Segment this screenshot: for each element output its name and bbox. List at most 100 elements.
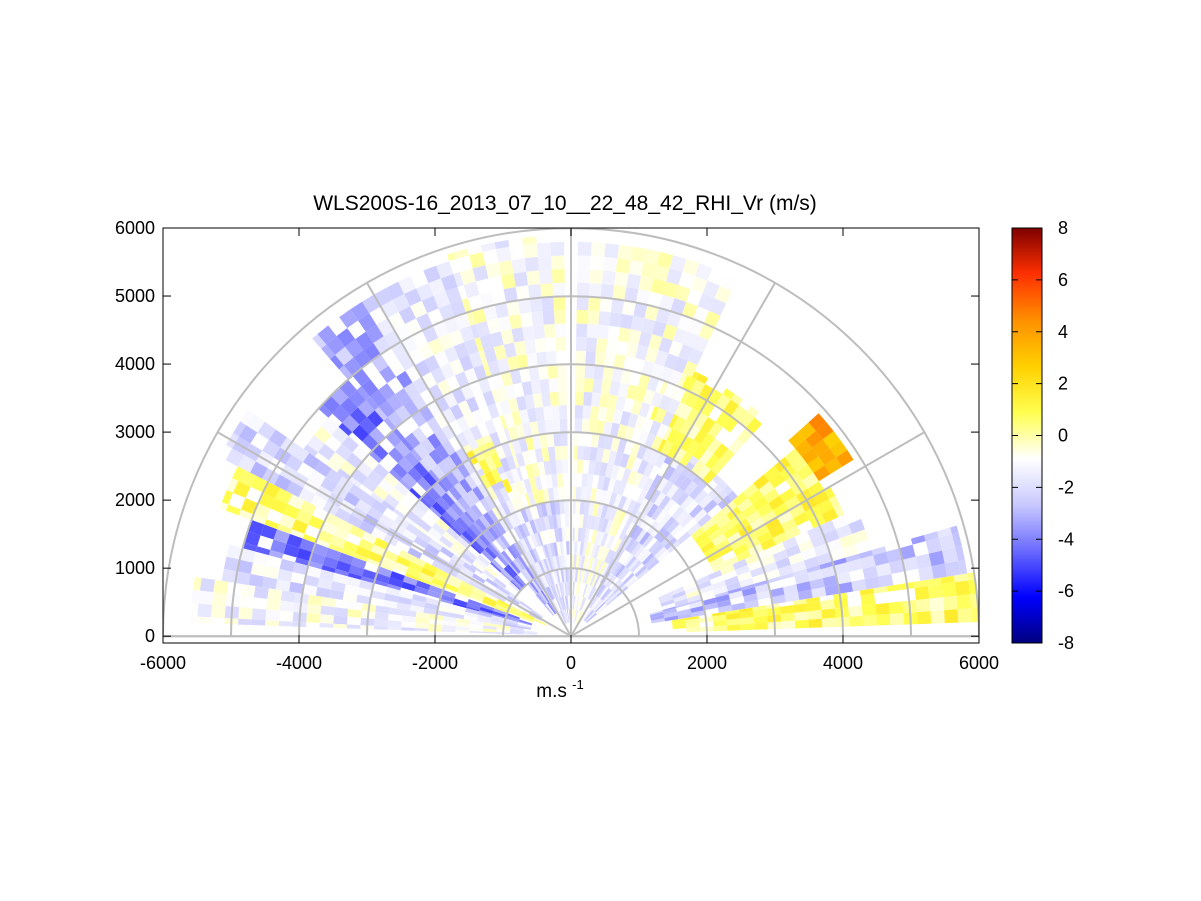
vr-cell-sector-7 (589, 446, 598, 462)
vr-cell-sector-10 (531, 311, 544, 326)
vr-cell-sector-7 (626, 499, 637, 514)
vr-cell-sector-9 (537, 532, 544, 546)
vr-cell-sector-18 (328, 543, 343, 553)
vr-cell-sector-21 (373, 625, 388, 630)
vr-cell-sector-14 (515, 557, 526, 571)
vr-cell-sector-5 (656, 549, 670, 562)
vr-cell-sector-4 (829, 440, 848, 458)
vr-cell-sector-11 (532, 562, 542, 577)
x-tick-label: 0 (566, 653, 576, 673)
vr-cell-sector-18 (315, 538, 330, 548)
vr-cell-sector-3 (768, 495, 785, 511)
vr-cell-sector-16 (361, 477, 379, 493)
vr-cell-sector-8 (683, 331, 699, 349)
vr-cell-sector-1 (862, 565, 879, 580)
vr-cell-sector-3 (763, 465, 780, 482)
vr-cell-sector-7 (573, 554, 577, 569)
vr-cell-sector-1 (846, 558, 863, 572)
vr-cell-sector-1 (951, 532, 962, 548)
vr-cell-sector-10 (516, 354, 529, 370)
vr-cell-sector-16 (405, 510, 421, 525)
vr-cell-sector-10 (475, 320, 491, 338)
vr-cell-sector-5 (644, 555, 657, 568)
vr-cell-sector-12 (509, 482, 520, 498)
vr-cell-sector-21 (402, 609, 417, 618)
vr-cell-sector-10 (559, 418, 568, 433)
vr-cell-sector-1 (819, 561, 834, 570)
vr-cell-sector-10 (526, 407, 537, 423)
vr-cell-sector-3 (733, 543, 749, 556)
vr-cell-sector-12 (441, 408, 457, 425)
vr-cell-sector-14 (395, 388, 412, 406)
vr-cell-sector-14 (529, 581, 540, 594)
vr-cell-sector-7 (589, 572, 597, 586)
vr-cell-sector-15 (449, 524, 462, 537)
vr-cell-sector-10 (486, 318, 501, 335)
vr-cell-sector-20 (478, 611, 493, 618)
vr-cell-sector-2 (695, 575, 710, 586)
vr-cell-sector-6 (690, 460, 705, 476)
vr-cell-sector-15 (404, 451, 420, 468)
vr-cell-sector-8 (599, 297, 613, 313)
vr-cell-sector-21 (193, 576, 202, 591)
vr-cell-sector-18 (395, 555, 411, 568)
y-tick-label: 2000 (115, 490, 155, 510)
vr-cell-sector-18 (361, 531, 378, 545)
vr-cell-sector-19 (389, 571, 405, 582)
vr-cell-sector-8 (638, 402, 651, 418)
vr-cell-sector-8 (638, 331, 652, 348)
vr-cell-sector-14 (439, 475, 454, 491)
vr-cell-sector-14 (419, 459, 432, 472)
vr-cell-sector-14 (403, 399, 419, 417)
vr-cell-sector-5 (675, 491, 690, 506)
vr-cell-sector-9 (567, 595, 570, 610)
vr-cell-sector-18 (521, 611, 535, 619)
vr-cell-sector-2 (757, 547, 773, 560)
vr-cell-sector-10 (494, 302, 509, 319)
vr-cell-sector-7 (595, 447, 605, 463)
vr-cell-sector-21 (387, 626, 402, 631)
vr-cell-sector-7 (571, 609, 574, 623)
vr-cell-sector-18 (509, 605, 523, 614)
vr-cell-sector-16 (414, 499, 430, 514)
vr-cell-sector-17 (518, 602, 532, 612)
vr-cell-sector-11 (561, 610, 567, 624)
vr-cell-sector-0 (942, 595, 958, 611)
vr-cell-sector-12 (454, 371, 470, 388)
vr-cell-sector-18 (447, 574, 462, 585)
vr-cell-sector-8 (617, 244, 633, 261)
vr-cell-sector-10 (491, 373, 505, 390)
vr-cell-sector-20 (239, 548, 256, 563)
vr-cell-sector-1 (958, 559, 968, 575)
vr-cell-sector-12 (448, 329, 465, 347)
vr-cell-sector-20 (398, 590, 414, 600)
vr-cell-sector-3 (752, 496, 769, 511)
vr-cell-sector-21 (279, 600, 295, 612)
vr-cell-sector-8 (597, 406, 608, 422)
vr-cell-sector-19 (480, 603, 495, 611)
vr-cell-sector-12 (449, 358, 465, 376)
vr-cell-sector-10 (556, 364, 567, 379)
vr-cell-sector-21 (401, 627, 415, 631)
vr-cell-sector-16 (317, 443, 336, 461)
vr-cell-sector-12 (494, 489, 506, 505)
vr-cell-sector-11 (525, 521, 534, 536)
vr-cell-sector-1 (864, 576, 880, 590)
vr-cell-sector-17 (485, 577, 499, 589)
vr-cell-sector-6 (700, 417, 716, 434)
vr-cell-sector-7 (607, 477, 616, 493)
vr-cell-sector-1 (703, 602, 718, 611)
vr-cell-sector-17 (237, 454, 256, 473)
vr-cell-sector-14 (478, 515, 492, 530)
vr-cell-sector-5 (610, 561, 621, 575)
vr-cell-sector-18 (291, 519, 309, 534)
vr-cell-sector-11 (516, 540, 527, 554)
vr-cell-sector-1 (851, 579, 867, 592)
vr-cell-sector-5 (589, 595, 598, 609)
vr-cell-sector-14 (404, 432, 421, 449)
vr-cell-sector-13 (490, 453, 503, 469)
vr-cell-sector-15 (491, 559, 504, 572)
vr-cell-sector-9 (561, 596, 566, 610)
vr-cell-sector-1 (931, 563, 948, 579)
vr-cell-sector-18 (379, 563, 394, 572)
